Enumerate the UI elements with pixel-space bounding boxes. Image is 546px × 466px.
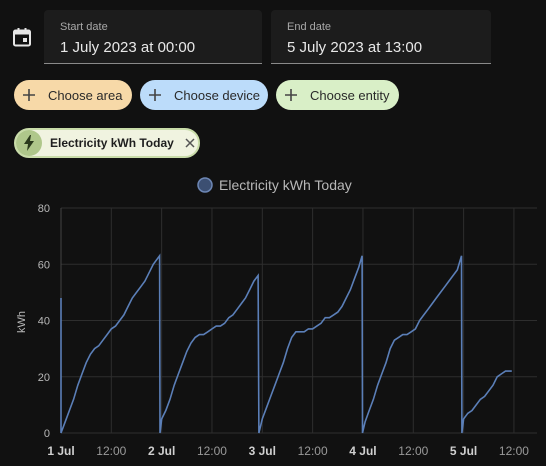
x-tick-label: 12:00 <box>96 444 126 458</box>
y-tick-label: 80 <box>38 203 50 215</box>
selected-entity-chip[interactable]: Electricity kWh Today <box>14 128 200 158</box>
plus-icon <box>285 89 297 101</box>
y-tick-label: 40 <box>38 316 50 328</box>
close-icon[interactable] <box>184 137 196 149</box>
x-tick-label: 5 Jul <box>450 444 477 458</box>
choose-entity-button[interactable]: Choose entity <box>276 80 399 110</box>
x-tick-label: 12:00 <box>499 444 529 458</box>
choose-device-button[interactable]: Choose device <box>140 80 268 110</box>
choose-entity-label: Choose entity <box>310 87 390 103</box>
x-tick-label: 1 Jul <box>47 444 74 458</box>
y-tick-labels: 0 20 40 60 80 <box>38 203 50 440</box>
y-tick-label: 20 <box>38 372 50 384</box>
x-tick-label: 12:00 <box>398 444 428 458</box>
choose-area-label: Choose area <box>48 87 123 103</box>
legend-swatch <box>197 177 213 193</box>
plus-icon <box>23 89 35 101</box>
series-line <box>60 253 512 434</box>
x-tick-label: 12:00 <box>298 444 328 458</box>
x-tick-label: 12:00 <box>197 444 227 458</box>
y-axis-label: kWh <box>16 311 28 333</box>
x-tick-labels: 1 Jul 12:00 2 Jul 12:00 3 Jul 12:00 4 Jul 12:00… <box>47 444 529 458</box>
choose-area-button[interactable]: Choose area <box>14 80 132 110</box>
x-tick-label: 3 Jul <box>249 444 276 458</box>
lightning-bolt-icon <box>16 130 42 156</box>
selected-entity-label: Electricity kWh Today <box>50 136 174 150</box>
plus-icon <box>149 89 161 101</box>
calendar-icon <box>13 28 31 47</box>
start-date-value: 1 July 2023 at 00:00 <box>60 39 196 56</box>
choose-device-label: Choose device <box>174 87 260 103</box>
x-tick-label: 2 Jul <box>148 444 175 458</box>
chart-grid <box>60 207 537 434</box>
end-date-label: End date <box>287 21 332 33</box>
end-date-value: 5 July 2023 at 13:00 <box>287 39 423 56</box>
end-date-field[interactable]: End date 5 July 2023 at 13:00 <box>271 10 491 64</box>
start-date-label: Start date <box>60 21 108 33</box>
legend[interactable]: Electricity kWh Today <box>197 177 352 193</box>
y-tick-label: 0 <box>44 428 50 440</box>
history-chart: Electricity kWh Today 0 20 40 60 80 1 Jul 12:… <box>16 177 537 458</box>
y-tick-label: 60 <box>38 259 50 271</box>
legend-label: Electricity kWh Today <box>219 177 352 193</box>
start-date-field[interactable]: Start date 1 July 2023 at 00:00 <box>44 10 262 64</box>
x-tick-label: 4 Jul <box>349 444 376 458</box>
